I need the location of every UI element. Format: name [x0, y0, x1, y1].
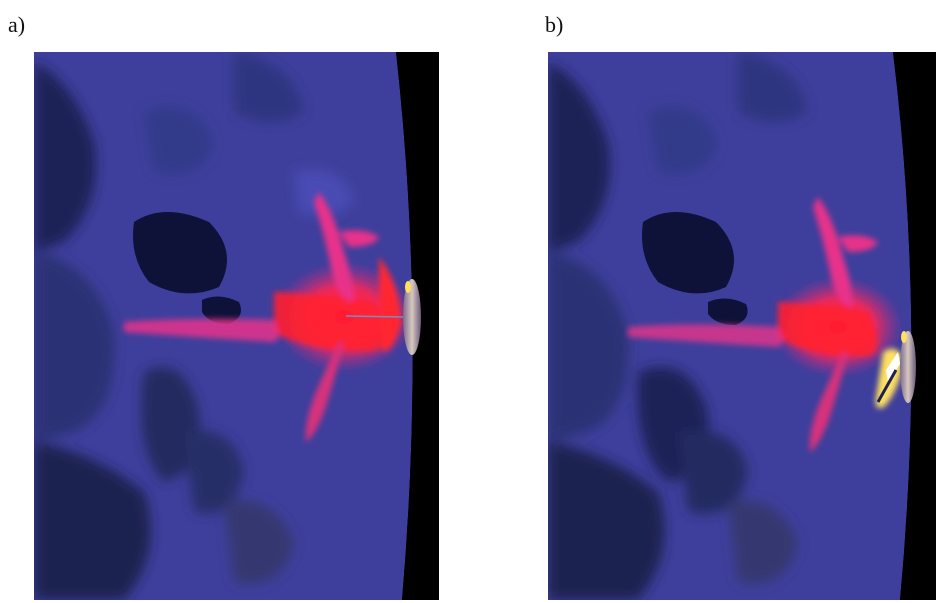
- heatmap-image-a: [34, 52, 439, 600]
- panel-label-a: a): [8, 12, 26, 37]
- simulation-image-a: [34, 52, 439, 600]
- heatmap-image-b: [548, 52, 936, 600]
- simulation-image-b: [548, 52, 936, 600]
- panel-label-b: b): [545, 12, 564, 37]
